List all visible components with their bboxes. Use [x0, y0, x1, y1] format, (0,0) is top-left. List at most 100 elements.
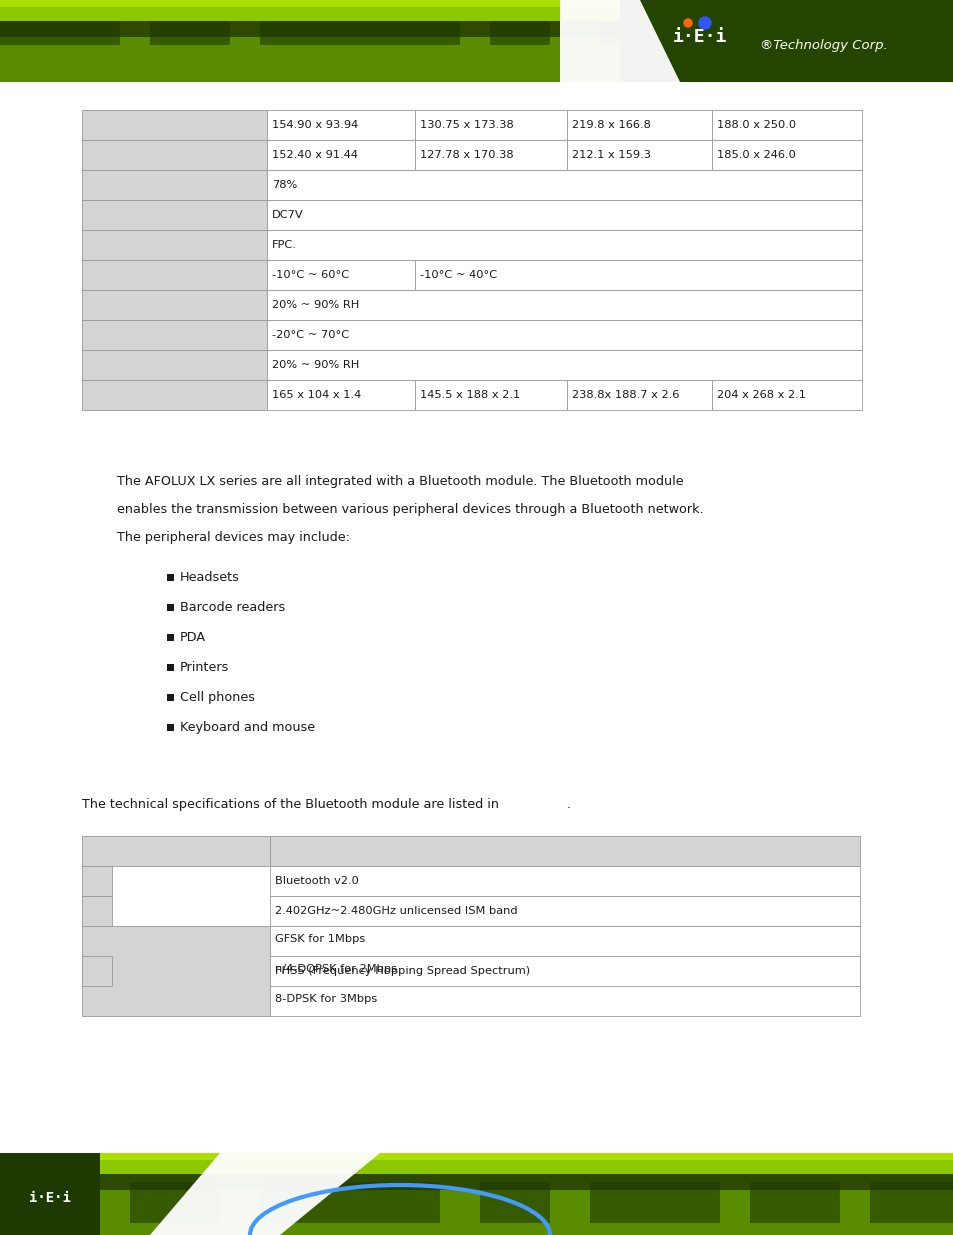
- Bar: [267, 170, 862, 200]
- Bar: [267, 261, 415, 290]
- Text: i·E·i: i·E·i: [672, 28, 726, 46]
- Text: 8-DPSK for 3Mbps: 8-DPSK for 3Mbps: [274, 994, 376, 1004]
- Bar: [0, 0, 953, 82]
- Text: Bluetooth v2.0: Bluetooth v2.0: [274, 876, 358, 885]
- Bar: [0, 0, 953, 6]
- Text: The AFOLUX LX series are all integrated with a Bluetooth module. The Bluetooth m: The AFOLUX LX series are all integrated …: [117, 475, 683, 488]
- Bar: [167, 604, 173, 611]
- Bar: [749, 1182, 840, 1223]
- Text: 127.78 x 170.38: 127.78 x 170.38: [419, 149, 513, 161]
- Bar: [130, 1182, 220, 1223]
- Bar: [267, 230, 862, 261]
- Text: Printers: Printers: [180, 661, 229, 673]
- Circle shape: [683, 19, 691, 27]
- Text: -10°C ~ 40°C: -10°C ~ 40°C: [419, 270, 497, 280]
- Bar: [270, 866, 859, 897]
- Polygon shape: [150, 1153, 379, 1235]
- Bar: [711, 110, 862, 140]
- Bar: [267, 140, 415, 170]
- Bar: [260, 1182, 439, 1223]
- Text: 145.5 x 188 x 2.1: 145.5 x 188 x 2.1: [419, 390, 519, 400]
- Text: 152.40 x 91.44: 152.40 x 91.44: [272, 149, 357, 161]
- Text: The technical specifications of the Bluetooth module are listed in: The technical specifications of the Blue…: [82, 798, 498, 811]
- Bar: [82, 170, 267, 200]
- Text: i·E·i: i·E·i: [29, 1191, 71, 1205]
- Bar: [0, 1153, 100, 1235]
- Bar: [267, 320, 862, 350]
- Bar: [270, 897, 859, 926]
- Text: 212.1 x 159.3: 212.1 x 159.3: [572, 149, 650, 161]
- Bar: [82, 230, 267, 261]
- Bar: [260, 21, 459, 46]
- Bar: [415, 261, 862, 290]
- Bar: [566, 380, 711, 410]
- Bar: [711, 380, 862, 410]
- Text: 78%: 78%: [272, 180, 297, 190]
- Text: 2.402GHz~2.480GHz unlicensed ISM band: 2.402GHz~2.480GHz unlicensed ISM band: [274, 906, 517, 916]
- Bar: [589, 1182, 720, 1223]
- Text: -20°C ~ 70°C: -20°C ~ 70°C: [272, 330, 349, 340]
- Text: Cell phones: Cell phones: [180, 690, 254, 704]
- Bar: [267, 200, 862, 230]
- Bar: [599, 21, 740, 46]
- Bar: [566, 140, 711, 170]
- Bar: [267, 350, 862, 380]
- Bar: [150, 21, 230, 46]
- Bar: [82, 836, 270, 866]
- Bar: [619, 0, 953, 82]
- Bar: [415, 380, 566, 410]
- Bar: [82, 140, 267, 170]
- Text: -10°C ~ 60°C: -10°C ~ 60°C: [272, 270, 349, 280]
- Bar: [267, 290, 862, 320]
- Text: The peripheral devices may include:: The peripheral devices may include:: [117, 531, 350, 543]
- Text: .: .: [566, 798, 571, 811]
- Text: PDA: PDA: [180, 631, 206, 643]
- Bar: [270, 926, 859, 1016]
- Text: enables the transmission between various peripheral devices through a Bluetooth : enables the transmission between various…: [117, 503, 703, 516]
- Text: 154.90 x 93.94: 154.90 x 93.94: [272, 120, 358, 130]
- Bar: [0, 1153, 953, 1235]
- Text: 20% ~ 90% RH: 20% ~ 90% RH: [272, 359, 359, 370]
- Bar: [0, 21, 120, 46]
- Text: ®Technology Corp.: ®Technology Corp.: [760, 38, 887, 52]
- Text: 188.0 x 250.0: 188.0 x 250.0: [717, 120, 796, 130]
- Bar: [490, 21, 550, 46]
- Bar: [82, 380, 267, 410]
- Bar: [869, 21, 953, 46]
- Bar: [869, 1182, 953, 1223]
- Bar: [0, 1189, 953, 1235]
- Bar: [270, 836, 859, 866]
- Bar: [619, 0, 953, 82]
- Bar: [82, 290, 267, 320]
- Bar: [82, 350, 267, 380]
- Bar: [0, 37, 953, 82]
- Bar: [82, 926, 270, 1016]
- Bar: [82, 897, 112, 926]
- Circle shape: [699, 17, 710, 28]
- Bar: [267, 110, 415, 140]
- Bar: [82, 866, 112, 897]
- Text: DC7V: DC7V: [272, 210, 303, 220]
- Bar: [415, 110, 566, 140]
- Text: 219.8 x 166.8: 219.8 x 166.8: [572, 120, 650, 130]
- Bar: [167, 574, 173, 580]
- Text: GFSK for 1Mbps: GFSK for 1Mbps: [274, 934, 365, 944]
- Text: n/4-DQPSK for 2Mbps: n/4-DQPSK for 2Mbps: [274, 965, 396, 974]
- Text: 165 x 104 x 1.4: 165 x 104 x 1.4: [272, 390, 361, 400]
- Bar: [566, 110, 711, 140]
- Text: Keyboard and mouse: Keyboard and mouse: [180, 720, 314, 734]
- Text: 204 x 268 x 2.1: 204 x 268 x 2.1: [717, 390, 805, 400]
- Bar: [267, 380, 415, 410]
- Polygon shape: [559, 0, 679, 82]
- Bar: [167, 724, 173, 731]
- Bar: [167, 634, 173, 641]
- Bar: [415, 140, 566, 170]
- Bar: [82, 200, 267, 230]
- Bar: [270, 956, 859, 986]
- Bar: [760, 21, 840, 46]
- Text: FPC.: FPC.: [272, 240, 296, 249]
- Bar: [82, 956, 112, 986]
- Bar: [82, 110, 267, 140]
- Bar: [0, 1182, 100, 1223]
- Bar: [479, 1182, 550, 1223]
